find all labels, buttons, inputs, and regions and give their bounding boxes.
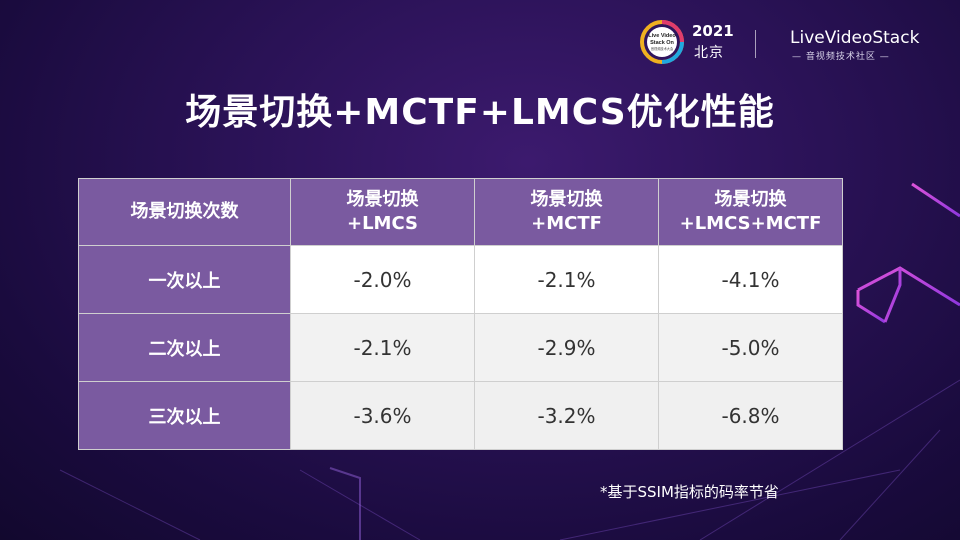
- column-header: 场景切换 +MCTF: [474, 178, 659, 246]
- table-cell: -4.1%: [658, 245, 843, 314]
- column-header-line: +LMCS+MCTF: [679, 213, 822, 234]
- performance-table: 场景切换次数 场景切换 +LMCS 场景切换 +MCTF 场景切换 +LMCS+…: [78, 178, 843, 450]
- row-header: 三次以上: [78, 381, 291, 450]
- footnote: *基于SSIM指标的码率节省: [600, 483, 779, 501]
- table-header-row: 场景切换次数 场景切换 +LMCS 场景切换 +MCTF 场景切换 +LMCS+…: [78, 178, 843, 246]
- table-row: 一次以上 -2.0% -2.1% -4.1%: [78, 245, 843, 314]
- brand-subtitle: — 音视频技术社区 —: [792, 52, 890, 62]
- event-logo-line1: Live Video: [648, 33, 676, 39]
- event-city: 北京: [694, 45, 724, 61]
- table-cell: -2.1%: [290, 313, 475, 382]
- logo-divider: [755, 30, 756, 58]
- table-row: 三次以上 -3.6% -3.2% -6.8%: [78, 381, 843, 450]
- page-title: 场景切换+MCTF+LMCS优化性能: [185, 92, 775, 133]
- table-cell: -5.0%: [658, 313, 843, 382]
- event-logo: Live Video Stack On 音视频技术大会: [640, 20, 684, 64]
- column-header-line: +MCTF: [531, 213, 602, 234]
- event-logo-line2: Stack On: [650, 40, 674, 46]
- row-header: 一次以上: [78, 245, 291, 314]
- brand-logo: LiveVideoStack: [790, 28, 920, 48]
- event-logo-line3: 音视频技术大会: [651, 46, 674, 51]
- table-cell: -6.8%: [658, 381, 843, 450]
- neon-cube-decoration: [856, 182, 960, 324]
- event-year: 2021: [692, 22, 734, 40]
- table-cell: -3.6%: [290, 381, 475, 450]
- table-cell: -2.0%: [290, 245, 475, 314]
- grid-lines-decoration: [59, 379, 960, 540]
- column-header: 场景切换 +LMCS+MCTF: [658, 178, 843, 246]
- table-cell: -2.1%: [474, 245, 659, 314]
- row-header: 二次以上: [78, 313, 291, 382]
- table-row: 二次以上 -2.1% -2.9% -5.0%: [78, 313, 843, 382]
- table-cell: -2.9%: [474, 313, 659, 382]
- column-header: 场景切换 +LMCS: [290, 178, 475, 246]
- column-header-line: +LMCS: [347, 213, 418, 234]
- column-header-line: 场景切换: [714, 188, 787, 210]
- column-header-line: 场景切换: [530, 188, 603, 210]
- corner-header: 场景切换次数: [78, 178, 291, 246]
- column-header-line: 场景切换: [346, 188, 419, 210]
- table-cell: -3.2%: [474, 381, 659, 450]
